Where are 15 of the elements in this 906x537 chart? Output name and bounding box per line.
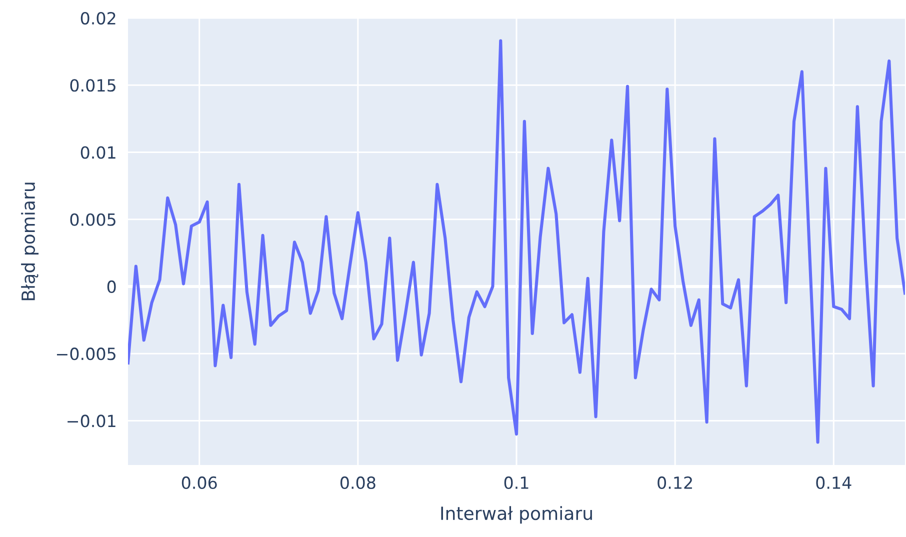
y-tick-label: 0 — [107, 280, 116, 294]
y-axis-title: Błąd pomiaru — [21, 182, 39, 300]
x-tick-label: 0.1 — [504, 476, 528, 490]
y-tick-label: 0.02 — [80, 12, 116, 25]
x-tick-label: 0.06 — [182, 476, 217, 490]
line-series — [128, 39, 905, 444]
x-tick-label: 0.08 — [340, 476, 376, 490]
x-tick-label: 0.14 — [816, 476, 852, 490]
y-tick-label: −0.005 — [56, 348, 116, 360]
x-axis-title: Interwał pomiaru — [441, 506, 592, 524]
y-tick-label: 0.005 — [70, 213, 116, 226]
y-tick-label: 0.015 — [70, 79, 116, 92]
y-tick-label: −0.01 — [68, 414, 116, 428]
x-tick-label: 0.12 — [658, 476, 692, 490]
y-tick-label: 0.01 — [80, 146, 116, 159]
